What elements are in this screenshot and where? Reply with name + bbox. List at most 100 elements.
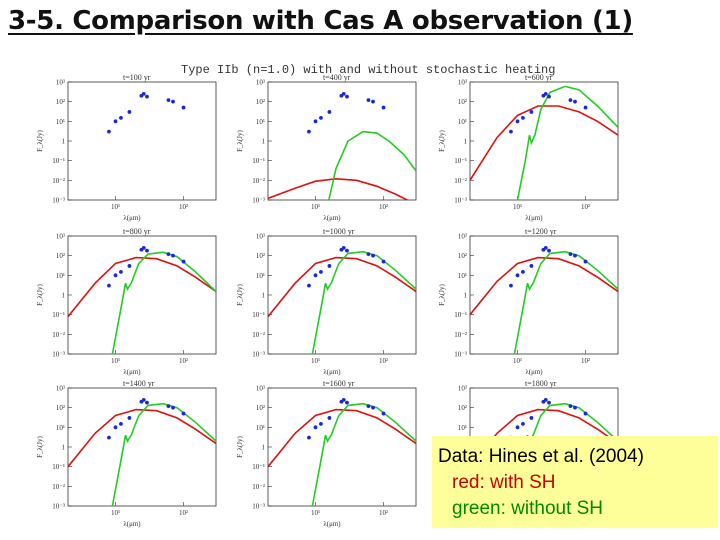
y-tick-label: 10⁻² — [454, 331, 467, 339]
panel-label: t=600 yr — [525, 73, 553, 82]
y-tick-label: 10¹ — [458, 424, 467, 432]
panel-label: t=1200 yr — [525, 227, 557, 236]
y-tick-label: 10¹ — [56, 424, 65, 432]
observed-point — [341, 245, 346, 250]
panel-frame — [469, 235, 619, 355]
observed-point — [341, 397, 346, 402]
y-tick-label: 10⁻³ — [454, 351, 467, 359]
x-axis-label: λ(μm) — [323, 368, 341, 376]
x-tick-label: 10² — [179, 509, 188, 517]
y-tick-label: 1 — [62, 444, 66, 452]
y-tick-label: 10² — [458, 252, 467, 260]
panel-frame — [469, 81, 619, 201]
x-tick-label: 10¹ — [111, 357, 120, 365]
y-tick-label: 10⁻¹ — [52, 157, 65, 165]
x-axis-label: λ(μm) — [323, 520, 341, 528]
x-tick-label: 10² — [379, 203, 388, 211]
observed-point — [547, 248, 551, 253]
y-tick-label: 10² — [56, 404, 65, 412]
observed-point — [113, 425, 118, 430]
panel-label: t=1000 yr — [323, 227, 355, 236]
x-tick-label: 10¹ — [111, 509, 120, 517]
observed-point — [529, 110, 534, 114]
x-axis-label: λ(μm) — [123, 520, 141, 528]
y-tick-label: 10³ — [256, 385, 265, 393]
observed-point — [313, 273, 318, 278]
y-tick-label: 10⁻³ — [52, 503, 65, 511]
y-tick-label: 10¹ — [256, 272, 265, 280]
y-tick-label: 10¹ — [56, 272, 65, 280]
y-axis-label: F_λ(Jy) — [36, 130, 44, 152]
y-tick-label: 1 — [62, 138, 66, 146]
x-tick-label: 10² — [379, 357, 388, 365]
y-tick-label: 10² — [256, 404, 265, 412]
y-tick-label: 10³ — [56, 233, 65, 241]
panel-label: t=1400 yr — [123, 379, 155, 388]
observed-point — [119, 269, 123, 274]
panel-label: t=1800 yr — [525, 379, 557, 388]
observed-point — [319, 269, 323, 274]
observed-point — [166, 404, 171, 409]
observed-point — [307, 283, 311, 288]
observed-point — [381, 105, 386, 110]
x-axis-label: λ(μm) — [525, 214, 543, 222]
panel-frame — [67, 235, 217, 355]
observed-point — [371, 405, 375, 410]
observed-point — [171, 99, 175, 104]
observed-point — [381, 411, 386, 416]
panel-frame — [267, 235, 417, 355]
y-tick-label: 10² — [256, 252, 265, 260]
x-tick-label: 10¹ — [513, 203, 522, 211]
y-tick-label: 10¹ — [56, 118, 65, 126]
series-without-sh — [328, 130, 416, 200]
series-with-sh — [470, 105, 618, 181]
observed-point — [568, 252, 573, 257]
x-tick-label: 10² — [179, 357, 188, 365]
observed-point — [141, 397, 146, 402]
observed-point — [371, 99, 375, 104]
observed-point — [583, 411, 588, 416]
observed-point — [307, 129, 311, 134]
panel-frame — [67, 81, 217, 201]
x-tick-label: 10¹ — [513, 357, 522, 365]
panel-6: t=1200 yr 10³ 10² 10¹ 1 10⁻¹ 10⁻² 10⁻³ 10¹ 10² λ(μ… — [438, 227, 619, 376]
panel-frame — [267, 387, 417, 507]
panel-5: t=1000 yr 10³ 10² 10¹ 1 10⁻¹ 10⁻² 10⁻³ 10¹ 10² λ(μ… — [236, 227, 417, 376]
observed-point — [107, 435, 111, 440]
y-tick-label: 10³ — [256, 233, 265, 241]
observed-point — [521, 269, 525, 274]
legend-box: Data: Hines et al. (2004) red: with SH g… — [432, 436, 718, 528]
y-tick-label: 10⁻³ — [252, 503, 265, 511]
observed-point — [327, 110, 332, 114]
observed-point — [127, 264, 132, 268]
y-tick-label: 10² — [256, 98, 265, 106]
observed-point — [113, 119, 118, 124]
observed-point — [345, 400, 349, 405]
y-axis-label: F_λ(Jy) — [236, 130, 244, 152]
observed-point — [547, 94, 551, 99]
series-with-sh — [268, 177, 410, 200]
series-with-sh — [68, 408, 216, 468]
observed-point — [181, 259, 186, 264]
observed-point — [345, 248, 349, 253]
observed-point — [307, 435, 311, 440]
observed-point — [171, 253, 175, 258]
observed-point — [327, 264, 332, 268]
observed-point — [181, 105, 186, 110]
observed-point — [107, 283, 111, 288]
y-tick-label: 10⁻³ — [252, 351, 265, 359]
y-tick-label: 10⁻² — [52, 177, 65, 185]
observed-point — [509, 129, 513, 134]
y-tick-label: 10⁻³ — [52, 197, 65, 205]
y-tick-label: 10⁻² — [454, 177, 467, 185]
observed-point — [166, 98, 171, 103]
y-tick-label: 10⁻¹ — [454, 157, 467, 165]
series-with-sh — [470, 256, 618, 316]
observed-point — [515, 273, 520, 278]
x-tick-label: 10² — [581, 357, 590, 365]
observed-point — [515, 425, 520, 430]
x-axis-label: λ(μm) — [123, 368, 141, 376]
observed-point — [141, 245, 146, 250]
observed-point — [107, 129, 111, 134]
y-tick-label: 10³ — [458, 233, 467, 241]
